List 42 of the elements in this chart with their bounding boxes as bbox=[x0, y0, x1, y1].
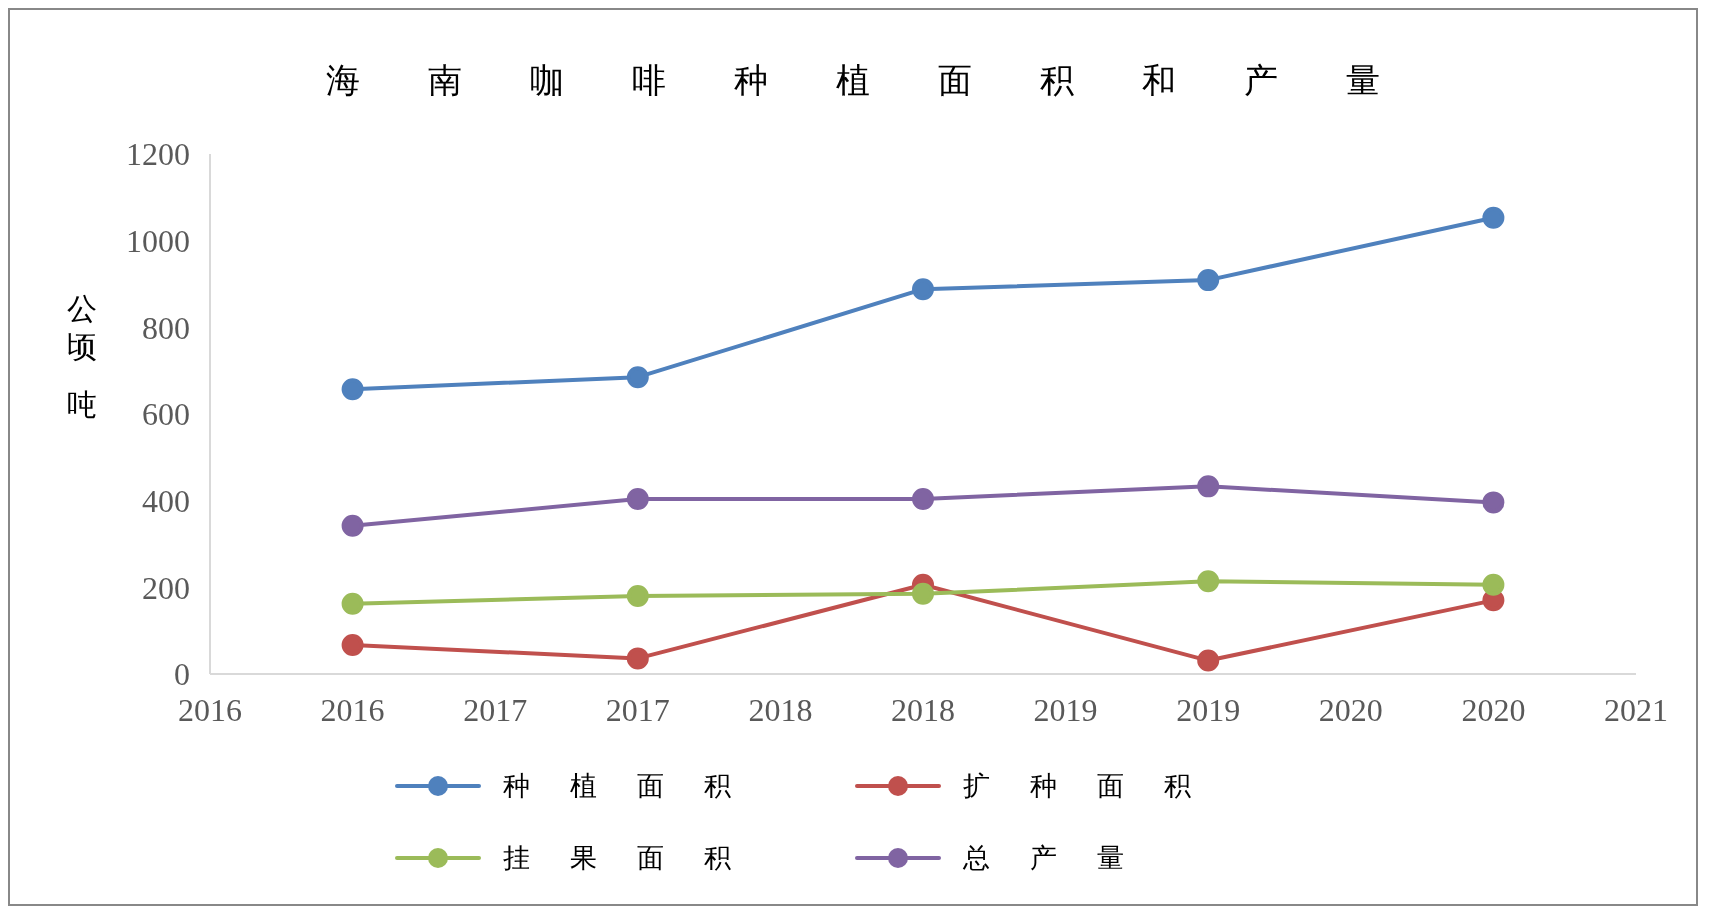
point bbox=[912, 278, 934, 301]
point bbox=[341, 592, 364, 615]
x-tick-label: 2017 bbox=[605, 691, 670, 728]
point bbox=[912, 582, 934, 605]
legend-label: 种植面积 bbox=[503, 769, 771, 803]
chart-title: 海南咖啡种植面积和产量 bbox=[325, 59, 1449, 102]
y-axis-title: 公顷吨 bbox=[66, 290, 98, 424]
x-tick-label: 2020 bbox=[1461, 691, 1526, 728]
x-tick-label: 2016 bbox=[178, 691, 242, 728]
legend-label: 挂果面积 bbox=[503, 841, 771, 875]
x-tick-label: 2018 bbox=[891, 691, 955, 728]
y-tick-label: 400 bbox=[142, 483, 190, 520]
point bbox=[1482, 491, 1505, 514]
point bbox=[626, 487, 649, 510]
point bbox=[341, 633, 364, 656]
point bbox=[912, 487, 934, 510]
point bbox=[1197, 649, 1220, 672]
point bbox=[341, 514, 364, 537]
x-tick-label: 2019 bbox=[1033, 691, 1098, 728]
x-tick-label: 2019 bbox=[1176, 691, 1241, 728]
y-tick-label: 0 bbox=[174, 656, 190, 693]
point bbox=[1482, 573, 1505, 596]
y-tick-label: 1000 bbox=[126, 223, 190, 260]
y-tick-label: 200 bbox=[142, 569, 190, 606]
point bbox=[1197, 570, 1220, 593]
x-tick-label: 2021 bbox=[1604, 691, 1668, 728]
legend-label: 扩种面积 bbox=[963, 769, 1231, 803]
x-tick-label: 2016 bbox=[320, 691, 385, 728]
x-tick-label: 2017 bbox=[463, 691, 528, 728]
x-tick-label: 2020 bbox=[1318, 691, 1383, 728]
point bbox=[626, 366, 649, 389]
point bbox=[1197, 475, 1220, 498]
point bbox=[626, 585, 649, 607]
legend-label: 总产量 bbox=[963, 841, 1164, 875]
point bbox=[341, 378, 364, 401]
x-tick-label: 2018 bbox=[748, 691, 813, 728]
point bbox=[1482, 206, 1505, 229]
y-tick-label: 1200 bbox=[126, 136, 190, 173]
y-tick-label: 800 bbox=[142, 309, 190, 346]
point bbox=[1197, 269, 1220, 292]
point bbox=[626, 647, 649, 670]
y-tick-label: 600 bbox=[142, 396, 190, 433]
